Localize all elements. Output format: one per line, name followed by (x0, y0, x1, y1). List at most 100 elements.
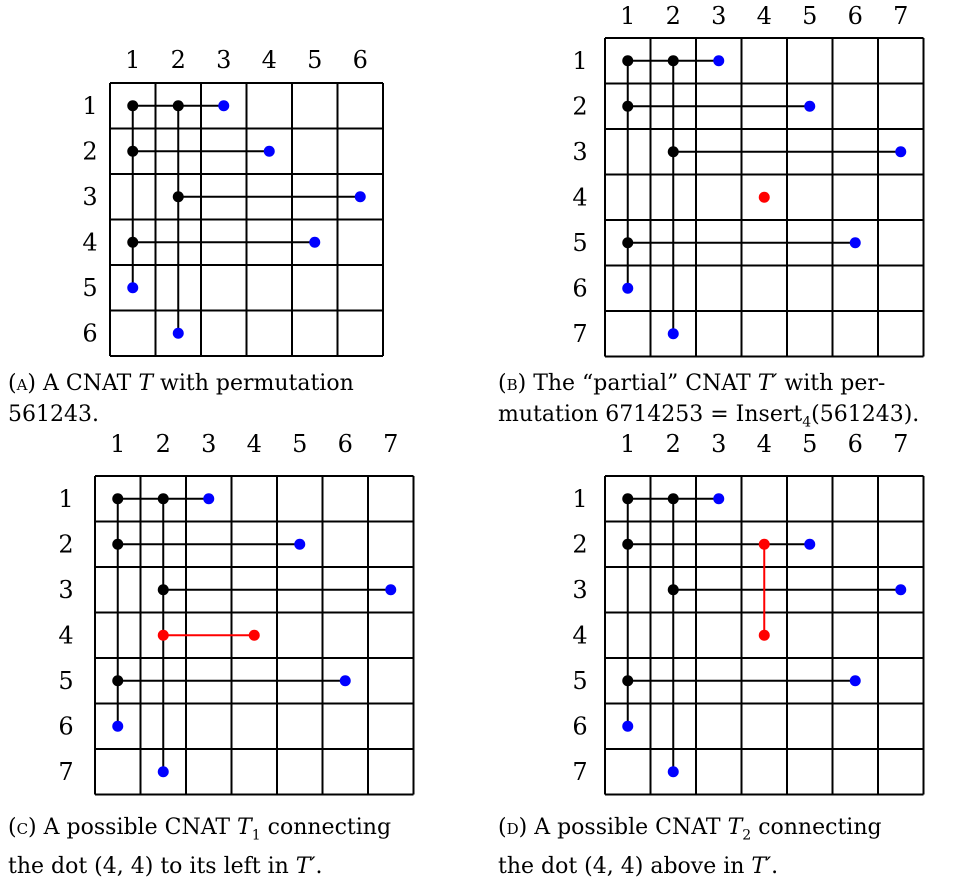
column-label: 2 (171, 46, 186, 74)
black-dot (127, 236, 139, 248)
column-label: 5 (802, 430, 817, 458)
row-label: 5 (82, 274, 97, 302)
black-dot (667, 55, 679, 67)
caption-a-symbol: T (138, 371, 153, 396)
row-label: 1 (58, 485, 73, 513)
red-dot (758, 629, 770, 641)
caption-d-line2: the dot (4, 4) above in T′. (498, 854, 779, 880)
column-label: 3 (216, 46, 231, 74)
red-dot (758, 538, 770, 550)
row-label: 1 (572, 485, 587, 513)
blue-dot (294, 538, 306, 550)
column-label: 2 (156, 430, 171, 458)
row-label: 4 (572, 183, 587, 211)
row-label: 2 (82, 137, 97, 165)
caption-d-line1: (d) A possible CNAT T2 connecting (498, 815, 882, 844)
blue-dot (622, 720, 634, 732)
black-dot (622, 493, 634, 505)
column-label: 6 (353, 46, 368, 74)
black-dot (622, 675, 634, 687)
red-dot (758, 191, 770, 203)
blue-dot (713, 55, 725, 67)
column-label: 2 (666, 2, 681, 30)
column-label: 3 (201, 430, 216, 458)
caption-a-line2: 561243. (8, 402, 99, 427)
row-label: 7 (572, 320, 587, 348)
caption-d: (d) A possible CNAT T2 connecting the do… (498, 812, 966, 882)
row-label: 4 (572, 621, 587, 649)
blue-dot (172, 327, 184, 339)
row-label: 3 (572, 138, 587, 166)
column-label: 2 (666, 430, 681, 458)
column-label: 1 (620, 430, 635, 458)
row-label: 2 (58, 530, 73, 558)
row-label: 1 (572, 47, 587, 75)
row-label: 5 (58, 667, 73, 695)
black-dot (622, 55, 634, 67)
column-label: 4 (247, 430, 262, 458)
row-label: 6 (82, 319, 97, 347)
row-label: 1 (82, 92, 97, 120)
row-label: 7 (572, 758, 587, 786)
black-dot (622, 100, 634, 112)
column-label: 1 (110, 430, 125, 458)
caption-b-line1: (b) The “partial” CNAT T′ with per- (498, 371, 886, 396)
column-label: 6 (338, 430, 353, 458)
column-label: 6 (848, 2, 863, 30)
diagram-a: 1 2 3 4 5 6 1 2 3 4 5 6 (82, 46, 384, 357)
row-label: 7 (58, 758, 73, 786)
caption-d-tag: (d) (498, 815, 528, 840)
blue-dot (849, 237, 861, 249)
column-label: 7 (893, 430, 908, 458)
black-dot (622, 237, 634, 249)
caption-a-tag: (a) (8, 371, 36, 396)
column-label: 7 (383, 430, 398, 458)
column-label: 3 (711, 2, 726, 30)
caption-c-tag: (c) (8, 815, 37, 840)
black-dot (157, 493, 169, 505)
column-label: 6 (848, 430, 863, 458)
grid (604, 37, 925, 358)
blue-dot (622, 282, 634, 294)
blue-dot (849, 675, 861, 687)
column-label: 4 (262, 46, 277, 74)
row-label: 2 (572, 530, 587, 558)
diagram-c: 1 2 3 4 5 6 7 1 2 3 4 5 6 7 (58, 430, 415, 796)
caption-b-line2: mutation 6714253 = Insert4(561243). (498, 402, 920, 431)
black-dot (127, 145, 139, 157)
row-label: 3 (82, 183, 97, 211)
column-label: 7 (893, 2, 908, 30)
grid (109, 82, 384, 357)
column-label: 4 (757, 430, 772, 458)
black-dot (172, 100, 184, 112)
row-label: 6 (572, 274, 587, 302)
row-label: 6 (572, 712, 587, 740)
caption-c-line1: (c) A possible CNAT T1 connecting (8, 815, 392, 844)
black-dot (172, 191, 184, 203)
blue-dot (895, 146, 907, 158)
column-label: 5 (292, 430, 307, 458)
black-dot (127, 100, 139, 112)
blue-dot (203, 493, 215, 505)
row-label: 3 (572, 576, 587, 604)
black-dot (622, 538, 634, 550)
diagram-d: 1 2 3 4 5 6 7 1 2 3 4 5 6 7 (572, 430, 925, 796)
blue-dot (804, 100, 816, 112)
caption-a-line1: (a) A CNAT T with permutation (8, 371, 354, 396)
red-dot (248, 629, 260, 641)
blue-dot (157, 766, 169, 778)
row-label: 4 (58, 621, 73, 649)
caption-b: (b) The “partial” CNAT T′ with per- muta… (498, 368, 966, 438)
blue-dot (218, 100, 230, 112)
blue-dot (667, 766, 679, 778)
blue-dot (385, 584, 397, 596)
blue-dot (895, 584, 907, 596)
diagram-b: 1 2 3 4 5 6 7 1 2 3 4 5 6 7 (572, 2, 925, 358)
black-dot (112, 493, 124, 505)
row-label: 3 (58, 576, 73, 604)
caption-a: (a) A CNAT T with permutation 561243. (8, 368, 478, 430)
caption-c-line2: the dot (4, 4) to its left in T′. (8, 854, 323, 880)
column-label: 4 (757, 2, 772, 30)
blue-dot (112, 720, 124, 732)
blue-dot (309, 236, 321, 248)
